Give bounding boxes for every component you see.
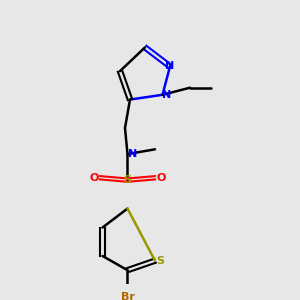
Text: O: O xyxy=(157,173,166,183)
Text: O: O xyxy=(89,173,98,183)
Text: Br: Br xyxy=(121,292,134,300)
Text: S: S xyxy=(124,175,131,185)
Text: N: N xyxy=(128,149,137,159)
Text: N: N xyxy=(162,90,171,100)
Text: S: S xyxy=(156,256,164,266)
Text: N: N xyxy=(165,61,175,71)
